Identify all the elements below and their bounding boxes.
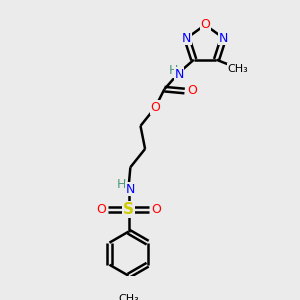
Text: CH₃: CH₃ xyxy=(227,64,248,74)
Text: O: O xyxy=(200,18,210,31)
Text: O: O xyxy=(96,203,106,216)
Text: N: N xyxy=(219,32,228,45)
Text: O: O xyxy=(187,85,197,98)
Text: S: S xyxy=(123,202,134,217)
Text: N: N xyxy=(126,183,135,196)
Text: H: H xyxy=(116,178,126,191)
Text: N: N xyxy=(174,68,184,81)
Text: O: O xyxy=(151,203,161,216)
Text: O: O xyxy=(150,101,160,114)
Text: H: H xyxy=(169,64,178,77)
Text: CH₃: CH₃ xyxy=(118,294,139,300)
Text: N: N xyxy=(182,32,191,45)
